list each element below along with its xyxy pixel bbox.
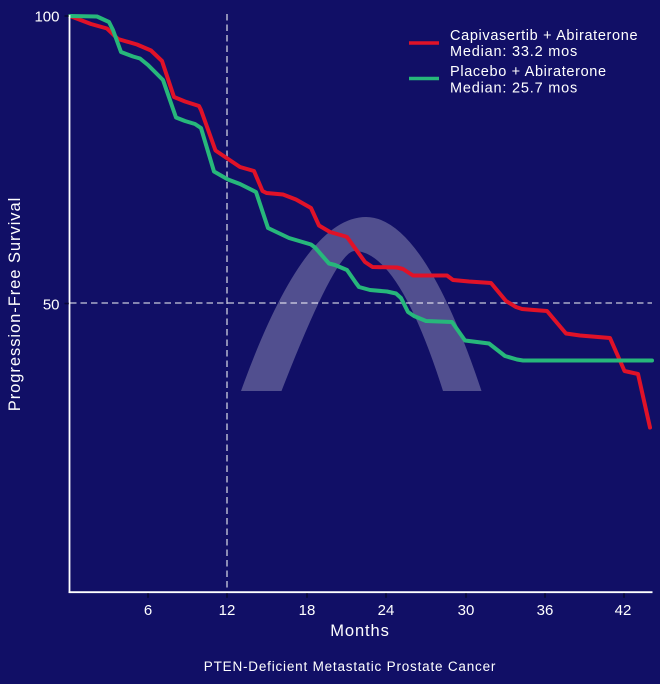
- svg-text:Progression-Free Survival: Progression-Free Survival: [6, 197, 24, 411]
- svg-text:24: 24: [378, 602, 395, 619]
- svg-text:18: 18: [299, 602, 316, 619]
- svg-text:12: 12: [219, 602, 236, 619]
- svg-text:Median: 33.2 mos: Median: 33.2 mos: [450, 44, 578, 60]
- svg-text:50: 50: [43, 297, 60, 314]
- svg-text:6: 6: [144, 602, 152, 619]
- svg-text:30: 30: [458, 602, 475, 619]
- svg-text:42: 42: [615, 602, 632, 619]
- svg-text:Placebo + Abiraterone: Placebo + Abiraterone: [450, 64, 607, 80]
- svg-text:100: 100: [34, 9, 59, 26]
- svg-text:Capivasertib + Abiraterone: Capivasertib + Abiraterone: [450, 28, 638, 44]
- svg-text:Months: Months: [330, 622, 390, 640]
- svg-text:Median: 25.7 mos: Median: 25.7 mos: [450, 81, 578, 97]
- svg-text:36: 36: [537, 602, 554, 619]
- svg-text:PTEN-Deficient Metastatic Pros: PTEN-Deficient Metastatic Prostate Cance…: [204, 659, 496, 674]
